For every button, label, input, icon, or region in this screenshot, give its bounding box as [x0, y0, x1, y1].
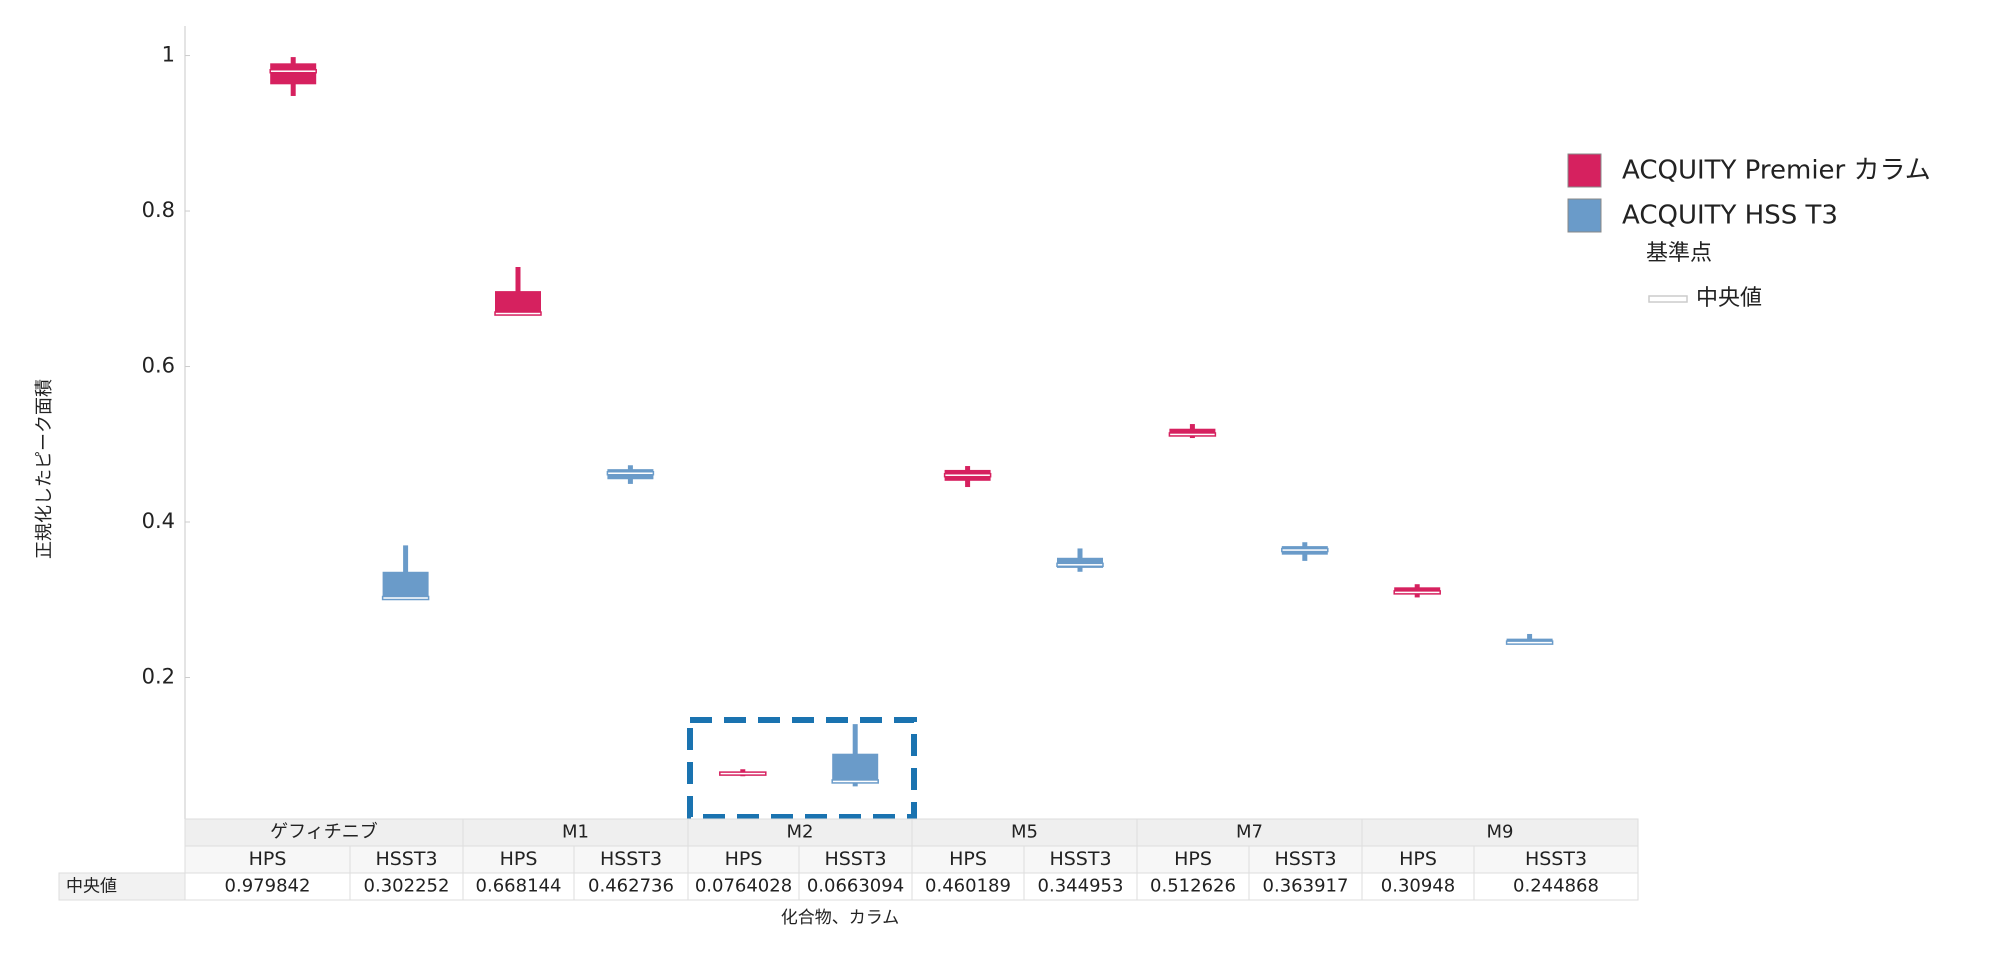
group-header-cell: [1361, 818, 1639, 847]
median-value: 0.244868: [1513, 876, 1599, 897]
sub-header-cell: [1473, 845, 1639, 874]
median-value: 0.344953: [1038, 876, 1124, 897]
median-line: [1281, 547, 1329, 553]
median-value: 0.668144: [476, 876, 562, 897]
group-header-cell: [462, 818, 689, 847]
sub-header-cell: [1136, 845, 1250, 874]
box: [382, 571, 429, 597]
highlight-box: [687, 717, 917, 820]
value-cell: [1136, 872, 1250, 901]
legend-median-swatch: [1648, 295, 1688, 303]
group-header-cell: [911, 818, 1138, 847]
median-line: [1056, 562, 1104, 568]
sub-label: HSST3: [375, 848, 437, 870]
median-line: [1168, 432, 1217, 437]
value-cell: [573, 872, 689, 901]
value-cell: [349, 872, 464, 901]
median-line: [943, 472, 992, 478]
value-cell: [1361, 872, 1475, 901]
median-value: 0.0764028: [695, 876, 792, 897]
sub-label: HSST3: [1525, 848, 1587, 870]
value-cell: [1248, 872, 1363, 901]
legend-median-label: 中央値: [1696, 286, 1762, 311]
row-label: 中央値: [66, 877, 117, 897]
sub-label: HSST3: [1274, 848, 1336, 870]
group-header-cell: [687, 818, 913, 847]
box: [495, 291, 541, 313]
sub-header-cell: [1361, 845, 1475, 874]
sub-label: HSST3: [1049, 848, 1111, 870]
group-label: M7: [1236, 822, 1263, 843]
y-tick-label: 0.8: [142, 198, 175, 222]
legend-label: ACQUITY Premier カラム: [1622, 156, 1931, 186]
legend-label: ACQUITY HSS T3: [1622, 201, 1838, 231]
median-value: 0.302252: [364, 876, 450, 897]
sub-header-cell: [462, 845, 575, 874]
y-tick-label: 1: [162, 43, 175, 67]
y-tick-label: 0.6: [142, 354, 175, 378]
y-axis-label: 正規化したピーク面積: [34, 379, 55, 559]
median-value: 0.0663094: [807, 876, 904, 897]
legend-title: 基準点: [1646, 241, 1712, 266]
median-line: [831, 779, 879, 784]
sub-label: HPS: [1174, 848, 1212, 870]
median-line: [494, 311, 542, 316]
sub-label: HSST3: [600, 848, 662, 870]
value-cell: [687, 872, 800, 901]
row-label-cell: [58, 872, 186, 901]
value-cell: [1473, 872, 1639, 901]
group-label: M5: [1011, 822, 1038, 843]
legend-swatch: [1567, 153, 1602, 188]
median-line: [1393, 590, 1441, 595]
median-value: 0.512626: [1150, 876, 1236, 897]
median-value: 0.979842: [225, 876, 311, 897]
sub-label: HPS: [949, 848, 987, 870]
sub-header-cell: [687, 845, 800, 874]
box: [832, 753, 879, 781]
sub-header-cell: [349, 845, 464, 874]
sub-label: HSST3: [824, 848, 886, 870]
sub-header-cell: [573, 845, 689, 874]
sub-header-cell: [911, 845, 1025, 874]
sub-label: HPS: [500, 848, 538, 870]
value-cell: [1023, 872, 1138, 901]
box: [270, 63, 317, 85]
value-cell: [462, 872, 575, 901]
sub-label: HPS: [249, 848, 287, 870]
median-value: 0.363917: [1263, 876, 1349, 897]
median-line: [381, 595, 430, 601]
median-line: [719, 771, 767, 776]
median-line: [606, 470, 655, 476]
group-label: M1: [562, 822, 589, 843]
median-value: 0.462736: [588, 876, 674, 897]
sub-label: HPS: [1399, 848, 1437, 870]
legend-swatch: [1567, 198, 1602, 233]
box: [1506, 638, 1553, 641]
y-tick-label: 0.2: [142, 665, 175, 689]
group-label: ゲフィチニブ: [270, 821, 378, 843]
sub-label: HPS: [725, 848, 763, 870]
x-axis-label: 化合物、カラム: [781, 908, 900, 928]
value-cell: [184, 872, 351, 901]
median-line: [269, 68, 317, 74]
median-value: 0.30948: [1381, 876, 1455, 897]
median-value: 0.460189: [925, 876, 1011, 897]
group-label: M2: [787, 822, 814, 843]
median-line: [1505, 640, 1554, 645]
y-tick-label: 0.4: [142, 509, 175, 533]
group-label: M9: [1487, 822, 1514, 843]
